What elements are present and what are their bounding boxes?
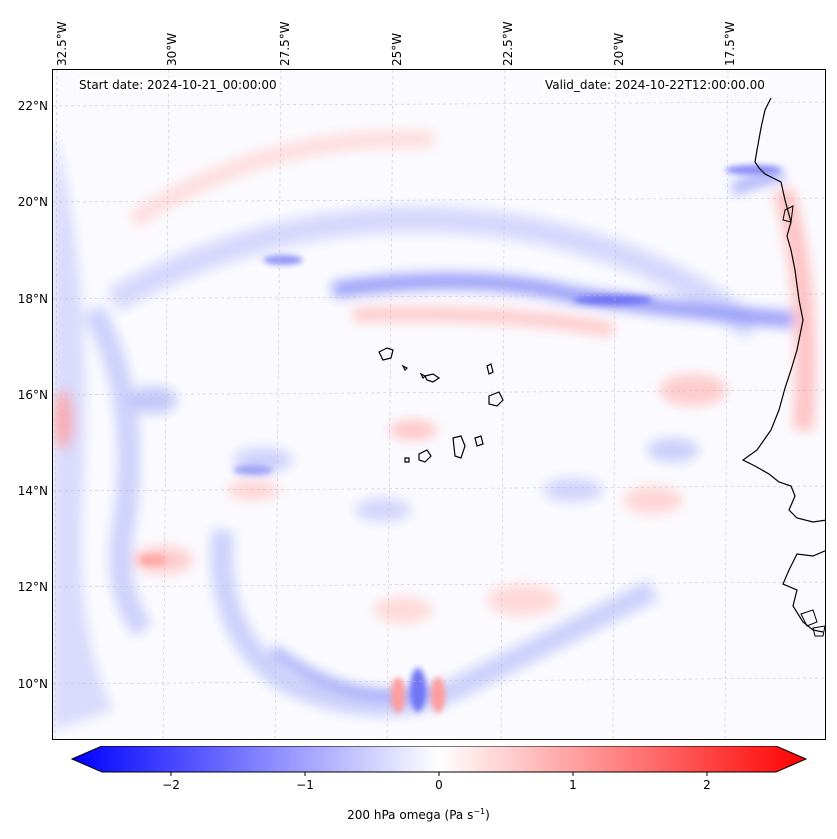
lon-label-20w: 20°W: [612, 32, 626, 66]
bissau-island-2: [812, 625, 825, 637]
colorbar-title: 200 hPa omega (Pa s−1): [0, 807, 837, 822]
omega-field: [53, 70, 825, 739]
colorbar-tick-label-1: 1: [569, 778, 577, 792]
colorbar-title-exponent: −1: [473, 807, 486, 816]
lat-label-14n: 14°N: [17, 484, 48, 498]
lon-label-27-5w: 27.5°W: [278, 21, 292, 66]
omega-shading-fine: [139, 165, 781, 713]
bissau-island-1: [800, 609, 818, 627]
banc-arguin-island: [782, 205, 794, 223]
colorbar-title-main: 200 hPa omega (Pa s: [347, 808, 474, 822]
colorbar-tick-label-0: 0: [435, 778, 443, 792]
cape-verde-islands: [378, 347, 504, 463]
graticule: [53, 70, 825, 739]
lat-label-12n: 12°N: [17, 580, 48, 594]
lat-label-18n: 18°N: [17, 292, 48, 306]
island-fogo: [418, 449, 432, 463]
lat-label-16n: 16°N: [17, 388, 48, 402]
start-date-label: Start date: 2024-10-21_00:00:00: [77, 78, 279, 92]
colorbar-title-close: ): [485, 808, 490, 822]
island-sao-nicolau: [424, 373, 441, 383]
island-maio: [474, 435, 484, 447]
island-santo-antao: [378, 347, 394, 361]
island-brava: [404, 457, 410, 463]
colorbar-tick-label-neg1: −1: [296, 778, 314, 792]
lon-label-17-5w: 17.5°W: [723, 21, 737, 66]
africa-coastline: [741, 97, 825, 523]
lon-label-22-5w: 22.5°W: [501, 21, 515, 66]
lat-label-22n: 22°N: [17, 99, 48, 113]
omega-shading-broad: [53, 130, 816, 730]
island-santa-luzia: [419, 372, 427, 380]
lat-label-10n: 10°N: [17, 677, 48, 691]
colorbar-ticks: [170, 772, 708, 776]
colorbar-tick-label-2: 2: [703, 778, 711, 792]
lat-label-20n: 20°N: [17, 195, 48, 209]
island-sal: [486, 363, 494, 375]
lon-label-25w: 25°W: [390, 32, 404, 66]
colorbar: [70, 746, 808, 776]
valid-date-label: Valid_date: 2024-10-22T12:00:00.00: [543, 78, 767, 92]
colorbar-tick-label-neg2: −2: [162, 778, 180, 792]
island-boa-vista: [488, 391, 504, 407]
island-santiago: [452, 435, 466, 459]
island-sao-vicente: [401, 364, 409, 372]
omega-map: [52, 69, 826, 740]
lon-label-30w: 30°W: [165, 32, 179, 66]
lon-label-32-5w: 32.5°W: [55, 21, 69, 66]
colorbar-gradient: [70, 746, 808, 773]
